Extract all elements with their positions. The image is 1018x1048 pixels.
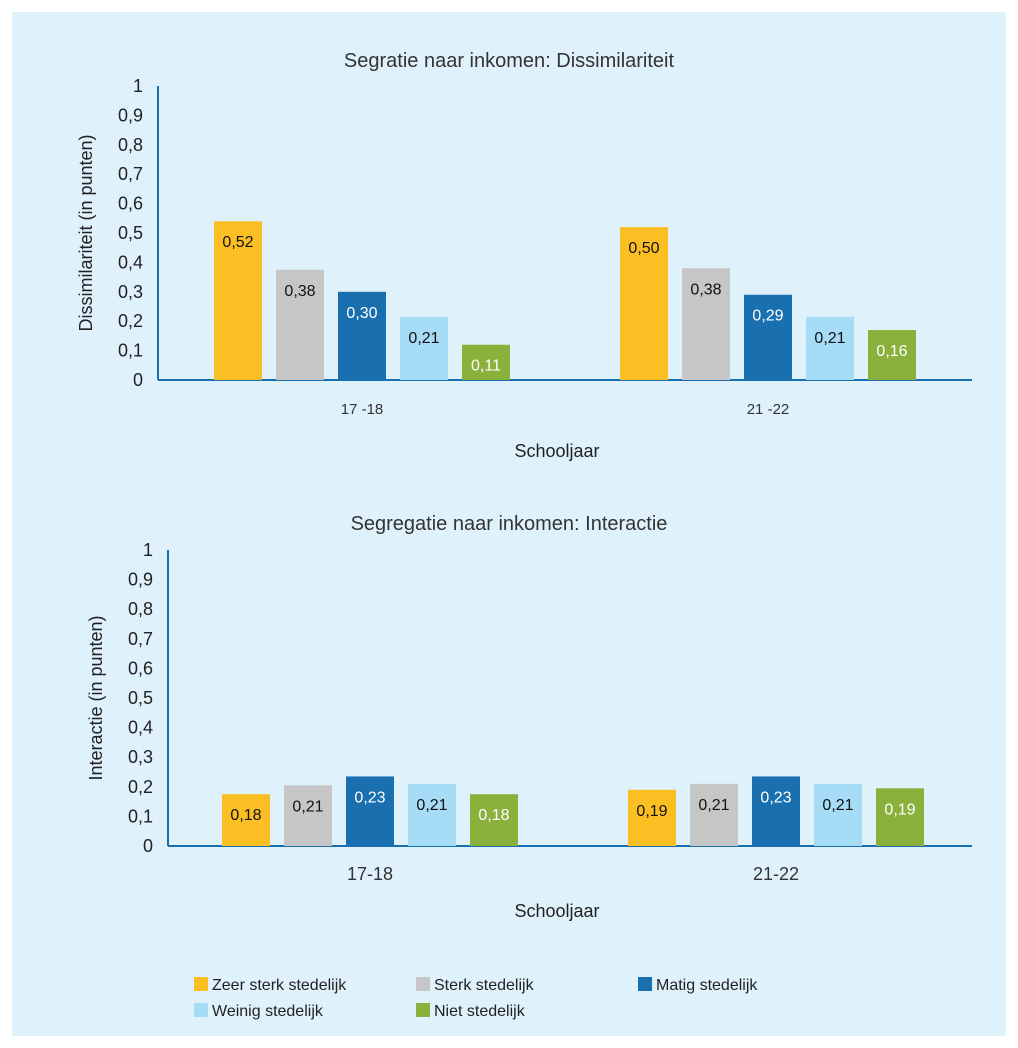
data-label: 0,11 (471, 358, 501, 375)
y-tick-label: 0,9 (128, 570, 153, 590)
bar-zeer-sterk (628, 789, 676, 846)
y-tick-label: 1 (143, 540, 153, 560)
data-label: 0,21 (822, 797, 853, 814)
bar-niet (470, 794, 518, 846)
y-axis-label: Interactie (in punten) (86, 615, 106, 780)
data-label: 0,19 (884, 801, 915, 818)
legend-swatch (194, 977, 208, 991)
x-axis-label: Schooljaar (514, 441, 599, 461)
legend-swatch (638, 977, 652, 991)
bar-sterk (690, 783, 738, 846)
bar-niet (462, 344, 510, 380)
y-tick-label: 0,6 (118, 194, 143, 214)
data-label: 0,21 (814, 330, 845, 347)
data-label: 0,21 (292, 798, 323, 815)
bar-niet (876, 788, 924, 846)
y-tick-label: 0,8 (118, 135, 143, 155)
y-tick-label: 0,3 (118, 282, 143, 302)
y-tick-label: 0 (133, 370, 143, 390)
data-label: 0,18 (478, 807, 509, 824)
data-label: 0,30 (346, 305, 377, 322)
data-label: 0,16 (876, 343, 907, 360)
data-label: 0,21 (698, 797, 729, 814)
y-tick-label: 0,1 (128, 806, 153, 826)
y-tick-label: 0,5 (118, 223, 143, 243)
data-label: 0,52 (222, 234, 253, 251)
data-label: 0,18 (230, 807, 261, 824)
data-label: 0,23 (354, 789, 385, 806)
data-label: 0,38 (690, 281, 721, 298)
y-tick-label: 0,2 (118, 311, 143, 331)
y-tick-label: 1 (133, 76, 143, 96)
bar-sterk (284, 785, 332, 846)
legend-swatch (416, 977, 430, 991)
data-label: 0,21 (416, 797, 447, 814)
bar-zeer-sterk (222, 794, 270, 846)
legend-label: Weinig stedelijk (212, 1003, 324, 1020)
data-label: 0,29 (752, 308, 783, 325)
bar-matig (346, 776, 394, 846)
bar-niet (868, 330, 916, 380)
y-tick-label: 0,7 (118, 164, 143, 184)
bar-sterk (682, 268, 730, 380)
data-label: 0,50 (628, 240, 659, 257)
y-tick-label: 0,4 (128, 718, 153, 738)
y-tick-label: 0,6 (128, 658, 153, 678)
data-label: 0,19 (636, 803, 667, 820)
y-tick-label: 0,9 (118, 105, 143, 125)
chart-title: Segratie naar inkomen: Dissimilariteit (344, 50, 675, 72)
x-tick-label: 21-22 (753, 864, 799, 884)
y-tick-label: 0,4 (118, 252, 143, 272)
legend-swatch (194, 1003, 208, 1017)
dissimilarity-chart: Segratie naar inkomen: Dissimilariteit 0 0… (76, 50, 972, 461)
legend-label: Sterk stedelijk (434, 977, 535, 994)
x-tick-label: 21 -22 (747, 401, 790, 418)
bar-weinig (806, 316, 854, 380)
chart-panel: Segratie naar inkomen: Dissimilariteit 0 0… (12, 12, 1006, 1036)
y-tick-label: 0,7 (128, 629, 153, 649)
bar-weinig (400, 316, 448, 380)
x-tick-label: 17 -18 (341, 401, 384, 418)
bar-zeer-sterk (620, 227, 668, 380)
data-label: 0,38 (284, 283, 315, 300)
y-tick-label: 0,1 (118, 341, 143, 361)
bar-weinig (408, 783, 456, 846)
x-tick-label: 17-18 (347, 864, 393, 884)
y-tick-label: 0,8 (128, 599, 153, 619)
bar-zeer-sterk (214, 221, 262, 380)
bar-sterk (276, 269, 324, 380)
data-label: 0,21 (408, 330, 439, 347)
bar-matig (744, 294, 792, 380)
x-axis-label: Schooljaar (514, 901, 599, 921)
bar-matig (338, 291, 386, 380)
legend: Zeer sterk stedelijk Sterk stedelijk Matig… (194, 977, 758, 1020)
legend-label: Matig stedelijk (656, 977, 758, 994)
interaction-chart: Segregatie naar inkomen: Interactie 0 0,1 0… (86, 513, 972, 921)
bar-matig (752, 776, 800, 846)
y-tick-label: 0 (143, 836, 153, 856)
legend-swatch (416, 1003, 430, 1017)
y-tick-label: 0,2 (128, 777, 153, 797)
chart-title: Segregatie naar inkomen: Interactie (351, 513, 668, 535)
legend-label: Niet stedelijk (434, 1003, 526, 1020)
y-tick-label: 0,5 (128, 688, 153, 708)
chart-canvas: Segratie naar inkomen: Dissimilariteit 0 0… (76, 50, 972, 1020)
data-label: 0,23 (760, 789, 791, 806)
y-tick-label: 0,3 (128, 747, 153, 767)
y-axis-label: Dissimilariteit (in punten) (76, 134, 96, 331)
legend-label: Zeer sterk stedelijk (212, 977, 347, 994)
bar-weinig (814, 783, 862, 846)
